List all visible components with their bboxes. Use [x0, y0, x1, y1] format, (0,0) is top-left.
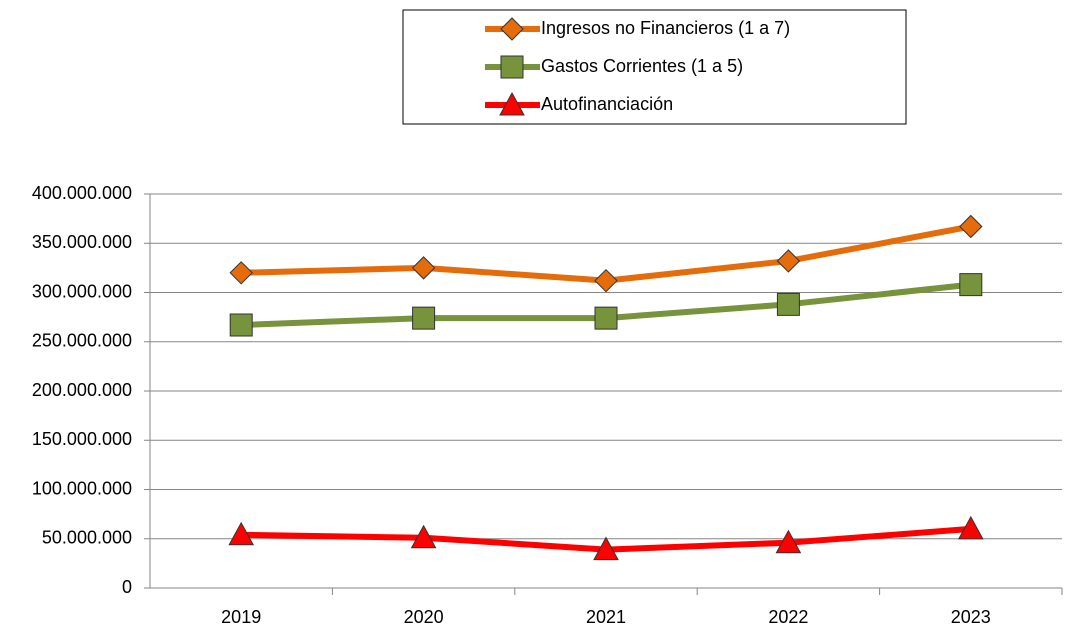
- y-tick-label: 100.000.000: [32, 478, 132, 498]
- y-tick-label: 0: [122, 577, 132, 597]
- y-tick-label: 150.000.000: [32, 429, 132, 449]
- x-tick-label: 2019: [221, 607, 261, 627]
- legend-label: Gastos Corrientes (1 a 5): [541, 56, 743, 76]
- data-point: [412, 306, 436, 330]
- data-point: [594, 268, 618, 293]
- legend-marker: [500, 55, 524, 79]
- data-point: [229, 313, 253, 337]
- legend-marker: [499, 91, 525, 116]
- y-tick-label: 50.000.000: [42, 528, 132, 548]
- data-point: [776, 292, 800, 316]
- data-point: [411, 256, 436, 280]
- y-tick-label: 400.000.000: [32, 183, 132, 203]
- legend-label: Autofinanciación: [541, 94, 673, 114]
- x-tick-label: 2023: [951, 607, 991, 627]
- data-point: [957, 515, 984, 540]
- data-point: [228, 521, 255, 546]
- x-tick-label: 2022: [768, 607, 808, 627]
- data-point: [594, 306, 618, 330]
- data-point: [593, 536, 619, 561]
- data-point: [775, 529, 802, 554]
- data-point: [776, 249, 801, 273]
- x-tick-label: 2020: [404, 607, 444, 627]
- y-tick-label: 250.000.000: [32, 331, 132, 351]
- x-tick-label: 2021: [586, 607, 626, 627]
- data-point: [959, 214, 983, 239]
- legend-label: Ingresos no Financieros (1 a 7): [541, 18, 790, 38]
- y-tick-label: 350.000.000: [32, 232, 132, 252]
- legend-marker: [500, 17, 524, 41]
- y-tick-label: 300.000.000: [32, 281, 132, 301]
- y-tick-label: 200.000.000: [32, 380, 132, 400]
- data-point: [410, 524, 437, 549]
- data-point: [229, 261, 253, 285]
- data-point: [959, 273, 983, 297]
